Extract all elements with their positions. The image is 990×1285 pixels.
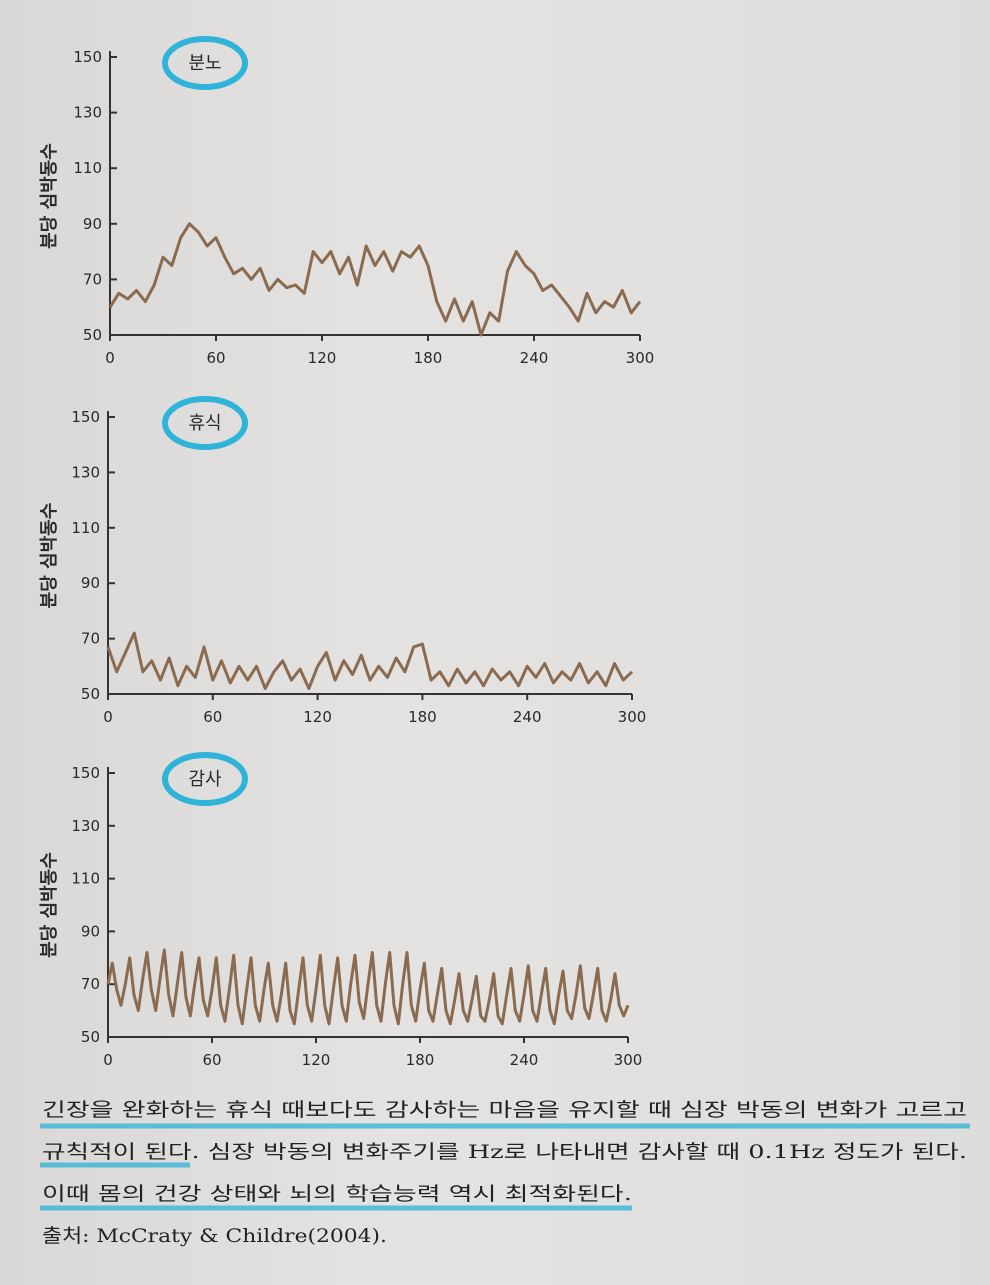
title-circle: [162, 396, 248, 450]
y-tick-label: 110: [71, 870, 100, 888]
x-tick-label: 300: [618, 708, 647, 726]
x-tick-label: 60: [206, 349, 225, 367]
y-tick-label: 70: [81, 975, 100, 993]
x-tick-label: 120: [303, 708, 332, 726]
x-tick-label: 120: [308, 349, 337, 367]
y-tick-label: 150: [73, 48, 102, 66]
caption-line: 규칙적이 된다. 심장 박동의 변화주기를 Hz로 나타내면 감사할 때 0.1…: [42, 1141, 967, 1163]
chart-title: 감사: [188, 769, 222, 790]
x-tick-label: 240: [510, 1051, 539, 1069]
y-tick-label: 110: [71, 519, 100, 537]
x-tick-label: 240: [513, 708, 542, 726]
caption-line: 이때 몸의 건강 상태와 뇌의 학습능력 역시 최적화된다.: [42, 1183, 632, 1205]
chart-title: 휴식: [188, 413, 221, 434]
line-series: [106, 948, 630, 1026]
title-circle: [162, 36, 248, 90]
x-tick-label: 60: [203, 708, 222, 726]
y-axis-label: 분당 심박동수: [39, 143, 60, 249]
y-tick-label: 50: [83, 326, 102, 344]
x-tick-label: 180: [414, 349, 443, 367]
line-series: [108, 222, 642, 337]
x-tick-label: 300: [614, 1051, 643, 1069]
chart: 50 70 90 110 130 150 0 60 120 180 240 300 분당 심박동수 감사: [39, 752, 643, 1069]
x-tick-label: 0: [105, 349, 115, 367]
x-tick-label: 60: [202, 1051, 221, 1069]
y-tick-label: 130: [73, 104, 102, 122]
chart: 50 70 90 110 130 150 0 60 120 180 240 300 분당 심박동수 분노: [39, 36, 655, 367]
x-tick-label: 180: [406, 1051, 435, 1069]
y-tick-label: 150: [71, 764, 100, 782]
y-tick-label: 130: [71, 463, 100, 481]
y-tick-label: 110: [73, 159, 102, 177]
chart: 50 70 90 110 130 150 0 60 120 180 240 300 분당 심박동수 휴식: [39, 396, 647, 726]
caption-source: 출처: McCraty & Childre(2004).: [42, 1225, 387, 1247]
x-tick-label: 180: [408, 708, 437, 726]
y-tick-label: 70: [81, 630, 100, 648]
y-tick-label: 50: [81, 685, 100, 703]
y-tick-label: 90: [81, 574, 100, 592]
x-tick-label: 300: [626, 349, 655, 367]
caption-line: 긴장을 완화하는 휴식 때보다도 감사하는 마음을 유지할 때 심장 박동의 변…: [42, 1099, 967, 1121]
line-series: [106, 631, 634, 690]
y-tick-label: 90: [81, 922, 100, 940]
y-tick-label: 90: [83, 215, 102, 233]
x-tick-label: 120: [302, 1051, 331, 1069]
y-axis-label: 분당 심박동수: [39, 503, 60, 609]
y-tick-label: 130: [71, 817, 100, 835]
x-tick-label: 240: [520, 349, 549, 367]
title-circle: [162, 752, 248, 806]
y-tick-label: 70: [83, 270, 102, 288]
y-tick-label: 150: [71, 408, 100, 426]
y-axis-label: 분당 심박동수: [39, 852, 60, 958]
caption: 긴장을 완화하는 휴식 때보다도 감사하는 마음을 유지할 때 심장 박동의 변…: [40, 1099, 970, 1247]
y-tick-label: 50: [81, 1028, 100, 1046]
x-tick-label: 0: [103, 708, 113, 726]
x-tick-label: 0: [103, 1051, 113, 1069]
chart-title: 분노: [188, 53, 221, 74]
